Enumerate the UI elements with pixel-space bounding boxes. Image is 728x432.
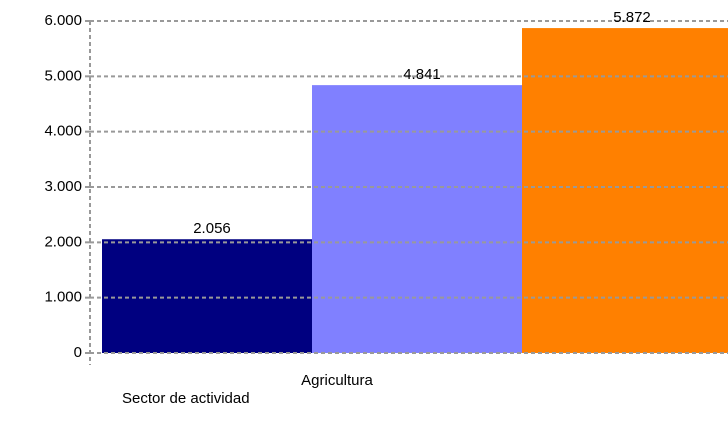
y-tick-label: 5.000	[44, 67, 82, 84]
bar	[312, 85, 522, 353]
y-tick-label: 2.000	[44, 233, 82, 250]
value-label: 4.841	[403, 66, 441, 83]
y-tick-label: 4.000	[44, 123, 82, 140]
x-axis-label: Sector de actividad	[122, 390, 250, 407]
value-label: 5.872	[613, 9, 651, 26]
y-tick-label: 0	[74, 344, 82, 361]
y-tick-label: 1.000	[44, 289, 82, 306]
bar	[102, 239, 312, 353]
y-tick-label: 3.000	[44, 178, 82, 195]
x-tick-label: Agricultura	[301, 372, 373, 389]
bar	[522, 28, 728, 353]
y-tick-label: 6.000	[44, 12, 82, 29]
value-label: 2.056	[193, 220, 231, 237]
